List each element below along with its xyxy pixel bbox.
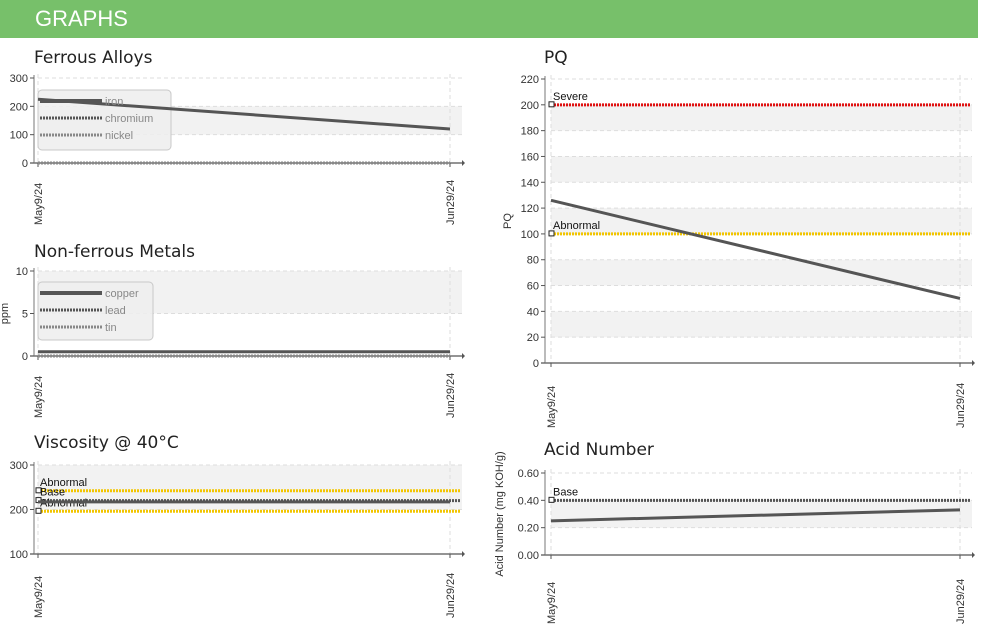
chart-title-non-ferrous-metals: Non-ferrous Metals (34, 242, 196, 262)
legend-label-iron: iron (105, 96, 123, 108)
y-tick-label: 40 (527, 306, 539, 318)
grid-band (551, 104, 972, 131)
x-tick-label: Jun29/24 (955, 579, 967, 624)
x-axis-arrow (972, 552, 975, 558)
limit-label-base: Base (40, 487, 65, 499)
y-tick-label: 200 (521, 100, 539, 112)
limit-label-severe: Severe (553, 91, 588, 103)
x-axis-arrow (462, 353, 465, 359)
limit-marker (548, 101, 555, 108)
y-tick-label: 0.60 (518, 468, 539, 480)
chart-title-pq: PQ (544, 48, 568, 68)
y-tick-label: 60 (527, 281, 539, 293)
x-axis-arrow (462, 551, 465, 557)
y-tick-label: 10 (16, 266, 28, 278)
y-tick-label: 300 (10, 460, 28, 472)
grid-band (551, 311, 972, 338)
y-tick-label: 300 (10, 73, 28, 85)
legend-label-copper: copper (105, 288, 139, 300)
y-tick-label: 100 (10, 130, 28, 142)
y-tick-label: 100 (521, 229, 539, 241)
limit-marker (548, 496, 555, 503)
limit-label-abnormal: Abnormal (553, 220, 600, 232)
y-tick-label: 0 (22, 351, 28, 363)
chart-title-acid-number: Acid Number (544, 440, 654, 460)
x-axis-arrow (462, 160, 465, 166)
chart-pq: 0 20 40 60 80 100 120 140 160 180 200 220 May9/24 Jun… (502, 74, 975, 428)
chart-nonferrous: 0 5 10 May9/24 Jun29/24 ppm copper lead tin (0, 266, 465, 418)
grid-band (551, 259, 972, 286)
legend-label-tin: tin (105, 322, 117, 334)
y-tick-label: 0.40 (518, 495, 539, 507)
x-tick-label: Jun29/24 (955, 383, 967, 428)
y-tick-label: 200 (10, 101, 28, 113)
legend-label-lead: lead (105, 305, 126, 317)
x-axis-arrow (972, 360, 975, 366)
y-tick-label: 180 (521, 126, 539, 138)
x-tick-label: May9/24 (33, 576, 45, 618)
x-tick-label: Jun29/24 (445, 373, 457, 418)
y-tick-label: 160 (521, 151, 539, 163)
y-tick-label: 0.00 (518, 550, 539, 562)
banner-title: GRAPHS (35, 6, 128, 31)
x-tick-label: May9/24 (546, 386, 558, 428)
y-tick-label: 0 (22, 158, 28, 170)
limit-marker (548, 230, 555, 237)
legend-label-chromium: chromium (105, 113, 153, 125)
y-tick-label: 200 (10, 505, 28, 517)
x-tick-label: Jun29/24 (445, 180, 457, 225)
x-tick-label: Jun29/24 (445, 573, 457, 618)
graphs-banner: GRAPHS (0, 0, 978, 38)
y-tick-label: 5 (22, 309, 28, 321)
y-axis-title: PQ (502, 213, 514, 229)
y-tick-label: 120 (521, 203, 539, 215)
limit-label-abnormal: Abnormal (40, 477, 87, 489)
y-tick-label: 20 (527, 332, 539, 344)
y-tick-label: 140 (521, 177, 539, 189)
chart-title-ferrous-alloys: Ferrous Alloys (34, 48, 153, 68)
legend-label-nickel: nickel (105, 130, 133, 142)
y-tick-label: 220 (521, 74, 539, 86)
chart-acid: 0.00 0.20 0.40 0.60 May9/24 Jun29/24 Acid Numb… (494, 451, 975, 624)
x-tick-label: May9/24 (546, 582, 558, 624)
x-tick-label: May9/24 (33, 183, 45, 225)
y-axis-title: ppm (0, 303, 11, 324)
chart-ferrous: 0 100 200 300 May9/24 Jun29/24 iron chromium nic… (10, 73, 465, 225)
chart-title-viscosity: Viscosity @ 40°C (34, 433, 179, 453)
series-line-iron (37, 97, 451, 131)
limit-marker (35, 507, 42, 514)
series-line (550, 508, 961, 523)
grid-band (551, 208, 972, 234)
series-line (550, 198, 961, 300)
y-axis-title: Acid Number (mg KOH/g) (494, 451, 506, 576)
x-tick-label: May9/24 (33, 376, 45, 418)
limit-label-base: Base (553, 486, 578, 498)
y-tick-label: 80 (527, 255, 539, 267)
y-tick-label: 0 (533, 358, 539, 370)
y-tick-label: 0.20 (518, 523, 539, 535)
y-tick-label: 100 (10, 549, 28, 561)
grid-band (551, 156, 972, 183)
limit-marker (35, 487, 42, 494)
